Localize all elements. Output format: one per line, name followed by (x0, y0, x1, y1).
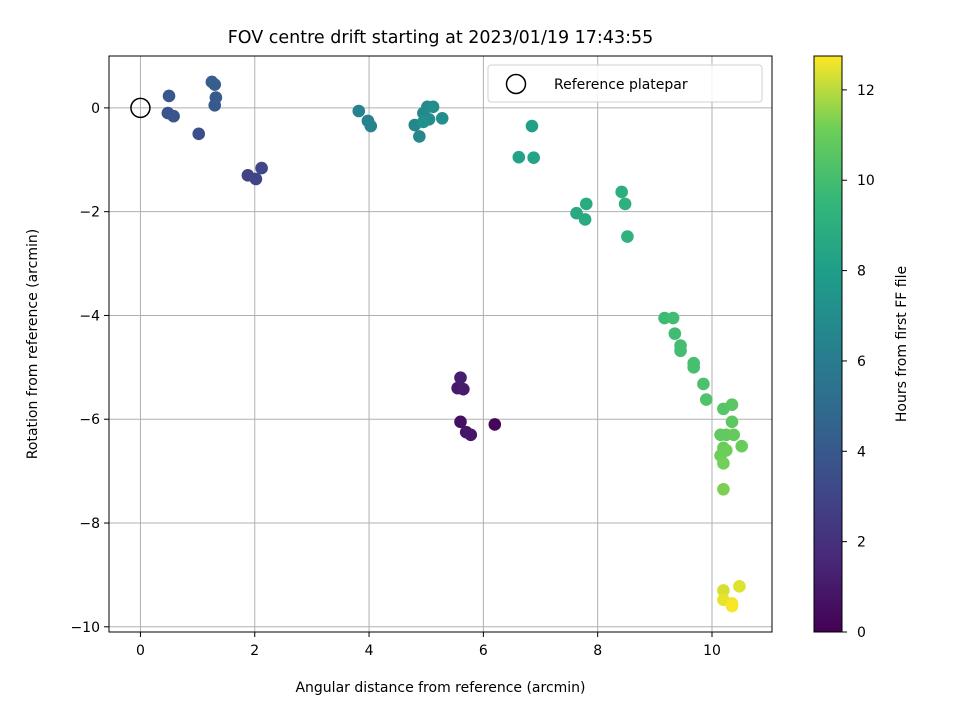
data-point (615, 185, 628, 199)
chart-title: FOV centre drift starting at 2023/01/19 … (228, 28, 654, 48)
data-point (435, 111, 449, 125)
reference-platepar-marker (130, 97, 151, 119)
data-point (725, 398, 739, 412)
legend-box (487, 64, 763, 103)
data-point (457, 382, 470, 396)
data-point (413, 130, 426, 143)
data-point (674, 344, 687, 358)
x-tick-label: 8 (593, 643, 602, 659)
x-tick-label: 6 (479, 643, 488, 659)
data-point (725, 599, 739, 613)
axes-frame (108, 55, 773, 633)
data-point (364, 119, 378, 133)
y-tick-label: −6 (79, 412, 100, 428)
legend: Reference platepar (487, 64, 763, 103)
y-axis-label: Rotation from reference (arcmin) (25, 229, 41, 459)
data-point (209, 91, 223, 104)
data-point (488, 418, 502, 431)
data-point (699, 393, 713, 406)
y-tick-label: 0 (91, 101, 100, 117)
axis-ticks: 0 2 4 6 8 10 0 −2 −4 −6 −8 −10 (70, 101, 720, 659)
colorbar-tick-label: 0 (857, 625, 866, 641)
x-tick-label: 4 (365, 643, 374, 659)
data-point (717, 584, 730, 597)
data-point (668, 327, 682, 340)
colorbar-tick-label: 4 (857, 444, 866, 460)
colorbar-tick-label: 6 (857, 354, 866, 370)
data-point (454, 415, 467, 429)
y-tick-label: −4 (79, 308, 100, 324)
data-point (352, 104, 366, 118)
data-point (527, 151, 540, 165)
data-point (255, 161, 268, 175)
colorbar-tick-label: 10 (857, 173, 875, 189)
data-point (167, 109, 180, 123)
colorbar-tick-label: 12 (857, 83, 875, 99)
grid (109, 56, 772, 632)
data-point (417, 115, 430, 129)
data-points (161, 75, 749, 613)
data-point (464, 428, 478, 442)
legend-reference-marker (505, 73, 527, 95)
x-tick-label: 0 (136, 643, 145, 659)
colorbar-label: Hours from first FF file (894, 266, 910, 422)
x-tick-label: 2 (250, 643, 259, 659)
legend-entry-reference: Reference platepar (554, 77, 688, 93)
colorbar-gradient (813, 55, 843, 633)
data-point (666, 311, 680, 325)
x-axis-label: Angular distance from reference (arcmin) (295, 680, 585, 696)
data-point (249, 172, 263, 186)
data-point (618, 197, 632, 211)
data-point (717, 457, 730, 470)
colorbar-ticks: 0 2 4 6 8 10 12 (842, 83, 875, 641)
colorbar: 0 2 4 6 8 10 12 Hours from first FF file (813, 55, 910, 641)
y-tick-label: −10 (70, 620, 100, 636)
data-point (697, 377, 710, 391)
data-point (687, 361, 700, 374)
data-point (162, 89, 176, 103)
data-point (621, 230, 634, 243)
data-point (512, 150, 526, 164)
colorbar-tick-label: 8 (857, 264, 866, 280)
data-point (205, 75, 219, 89)
data-point (725, 415, 739, 429)
data-point (578, 213, 592, 226)
y-tick-label: −2 (79, 205, 100, 221)
data-point (717, 482, 730, 496)
data-point (727, 428, 741, 442)
data-point (525, 119, 539, 133)
data-point (426, 100, 440, 114)
data-point (735, 439, 749, 453)
data-point (733, 580, 746, 593)
x-tick-label: 10 (703, 643, 721, 659)
data-point (192, 127, 206, 141)
y-tick-label: −8 (79, 516, 100, 532)
colorbar-tick-label: 2 (857, 535, 866, 551)
data-point (454, 371, 467, 385)
data-point (579, 197, 593, 211)
